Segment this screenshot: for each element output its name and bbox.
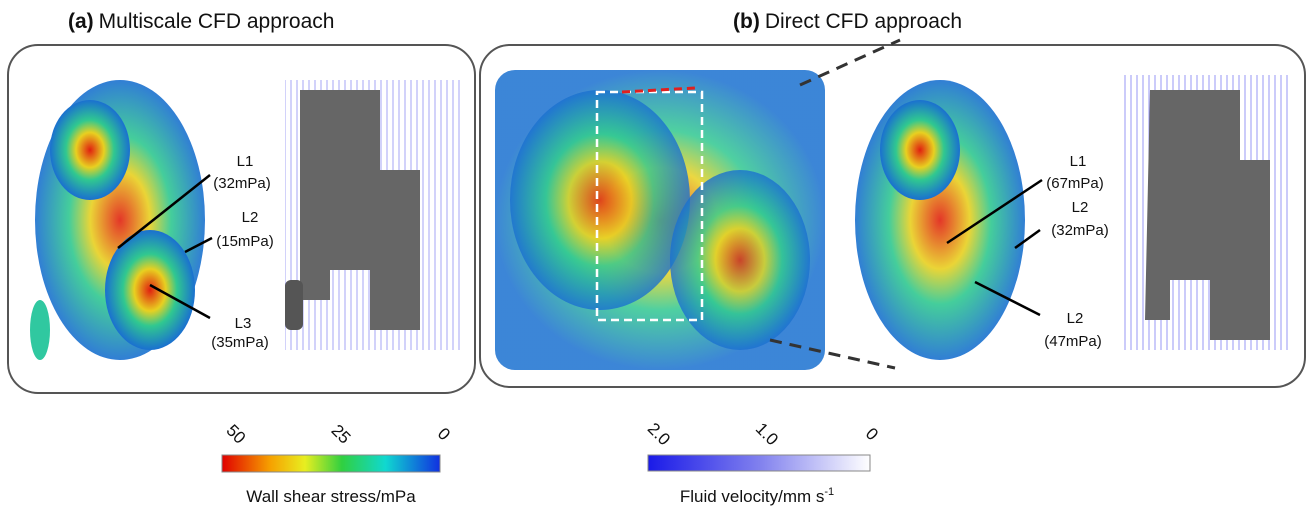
label: (35mPa) [211,334,269,351]
panel-title: (a) Multiscale CFD approach [68,10,334,33]
label: L1 [237,153,254,170]
label: L2 [1067,310,1084,327]
label: L2 [242,209,259,226]
label: (32mPa) [1051,222,1109,239]
flow-render [285,80,460,350]
label: L3 [235,315,252,332]
colorbar-tick: 2.0 [644,419,674,449]
zoom-line [769,38,901,370]
label: (32mPa) [213,175,271,192]
panel-title: (b) Direct CFD approach [733,10,962,33]
wss-render [495,70,1025,370]
colorbar-tick: 0 [862,424,882,444]
panel-frame [7,44,476,394]
colorbar-tick: 25 [327,421,354,448]
label: (47mPa) [1044,333,1102,350]
colorbar-tick: 1.0 [752,419,782,449]
colorbar-label: Fluid velocity/mm s-1 [680,486,834,506]
roi [595,90,704,322]
label: L2 [1072,199,1089,216]
colorbar-tick: 50 [222,421,249,448]
colorbar [221,454,441,473]
flow-render [1120,75,1290,350]
arrow [117,174,1043,320]
colorbar-tick: 0 [434,424,454,444]
wss-render [30,80,205,360]
label: (15mPa) [216,233,274,250]
colorbar [647,454,871,472]
label: (67mPa) [1046,175,1104,192]
colorbar-label: Wall shear stress/mPa [246,487,416,506]
label: L1 [1070,153,1087,170]
